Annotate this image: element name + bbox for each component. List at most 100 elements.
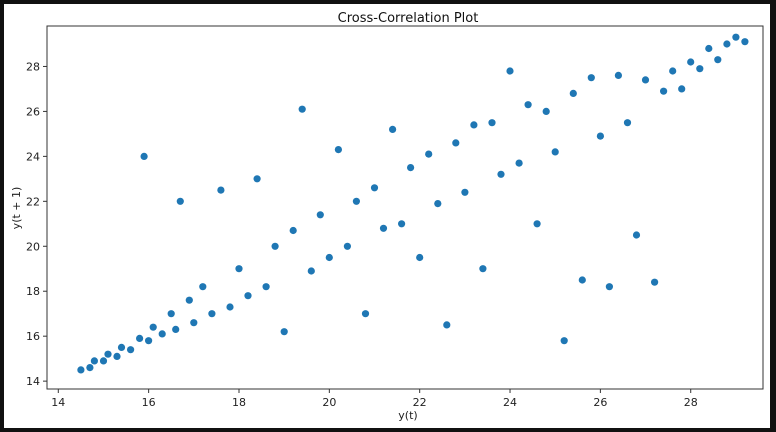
y-axis-ticks: 14 16 18 20 22 24 26 28 bbox=[26, 60, 47, 388]
data-point bbox=[235, 265, 243, 273]
data-point bbox=[185, 296, 193, 304]
x-tick-label: 18 bbox=[232, 396, 246, 409]
x-tick-label: 20 bbox=[322, 396, 336, 409]
data-point bbox=[217, 186, 225, 194]
data-point bbox=[578, 276, 586, 284]
data-point bbox=[145, 337, 153, 345]
data-point bbox=[352, 197, 360, 205]
data-point bbox=[416, 253, 424, 262]
scatter-points bbox=[77, 33, 749, 374]
x-tick-label: 28 bbox=[684, 396, 698, 409]
y-tick-label: 26 bbox=[26, 105, 40, 118]
data-point bbox=[732, 33, 740, 41]
y-tick-label: 18 bbox=[26, 285, 40, 298]
data-point bbox=[687, 58, 695, 66]
data-point bbox=[298, 105, 306, 113]
data-point bbox=[515, 159, 523, 167]
data-point bbox=[560, 337, 568, 345]
data-point bbox=[199, 283, 207, 291]
data-point bbox=[696, 65, 704, 73]
data-point bbox=[316, 211, 324, 219]
data-point bbox=[90, 357, 98, 365]
data-point bbox=[334, 146, 342, 154]
data-point bbox=[253, 175, 261, 183]
data-point bbox=[167, 310, 175, 318]
x-tick-label: 22 bbox=[413, 396, 427, 409]
data-point bbox=[398, 220, 406, 228]
data-point bbox=[262, 283, 270, 291]
data-point bbox=[479, 265, 487, 273]
data-point bbox=[470, 121, 478, 129]
data-point bbox=[623, 119, 632, 127]
data-point bbox=[488, 119, 496, 127]
data-point bbox=[533, 220, 541, 228]
data-point bbox=[723, 40, 731, 48]
data-point bbox=[705, 44, 713, 53]
data-point bbox=[641, 76, 650, 84]
data-point bbox=[113, 352, 121, 360]
data-point bbox=[117, 343, 126, 351]
data-point bbox=[172, 325, 180, 333]
data-point bbox=[389, 125, 397, 133]
data-point bbox=[524, 101, 532, 109]
figure: 14 16 18 20 22 24 26 28 14 16 18 20 22 24 26 28 Cross-… bbox=[4, 4, 770, 428]
data-point bbox=[271, 242, 279, 250]
data-point bbox=[660, 87, 668, 95]
x-axis-label: y(t) bbox=[398, 409, 417, 422]
y-tick-label: 14 bbox=[26, 375, 40, 388]
data-point bbox=[425, 150, 433, 158]
data-point bbox=[289, 226, 297, 235]
data-point bbox=[551, 148, 559, 156]
data-point bbox=[77, 366, 85, 374]
data-point bbox=[497, 170, 505, 178]
y-tick-label: 28 bbox=[26, 60, 40, 73]
data-point bbox=[587, 74, 595, 82]
y-tick-label: 22 bbox=[26, 195, 40, 208]
data-point bbox=[370, 184, 379, 192]
y-axis-label: y(t + 1) bbox=[10, 187, 23, 230]
data-point bbox=[461, 188, 469, 196]
data-point bbox=[127, 346, 135, 354]
y-tick-label: 24 bbox=[26, 150, 40, 163]
data-point bbox=[434, 200, 442, 208]
cross-correlation-chart: 14 16 18 20 22 24 26 28 14 16 18 20 22 24 26 28 Cross-… bbox=[10, 11, 764, 422]
data-point bbox=[443, 321, 451, 329]
x-tick-label: 16 bbox=[142, 396, 156, 409]
data-point bbox=[325, 253, 333, 262]
data-point bbox=[176, 197, 184, 205]
data-point bbox=[569, 89, 577, 97]
data-point bbox=[669, 67, 677, 75]
data-point bbox=[136, 334, 144, 342]
data-point bbox=[99, 357, 108, 365]
data-point bbox=[506, 67, 514, 75]
x-tick-label: 26 bbox=[593, 396, 607, 409]
data-point bbox=[632, 231, 641, 239]
plot-area-frame bbox=[46, 25, 764, 390]
y-tick-label: 20 bbox=[26, 240, 40, 253]
y-tick-label: 16 bbox=[26, 330, 40, 343]
data-point bbox=[741, 38, 749, 46]
data-point bbox=[651, 278, 659, 286]
data-point bbox=[361, 310, 370, 318]
data-point bbox=[307, 267, 315, 275]
data-point bbox=[542, 107, 550, 115]
x-tick-label: 24 bbox=[503, 396, 517, 409]
data-point bbox=[605, 283, 614, 291]
data-point bbox=[149, 323, 157, 331]
data-point bbox=[104, 350, 112, 358]
data-point bbox=[244, 292, 252, 300]
x-axis-ticks: 14 16 18 20 22 24 26 28 bbox=[51, 389, 698, 409]
data-point bbox=[158, 330, 166, 338]
data-point bbox=[452, 139, 460, 147]
chart-title: Cross-Correlation Plot bbox=[338, 11, 479, 26]
data-point bbox=[140, 152, 148, 160]
data-point bbox=[407, 164, 415, 172]
data-point bbox=[714, 56, 722, 64]
data-point bbox=[226, 303, 234, 311]
data-point bbox=[678, 85, 686, 93]
data-point bbox=[190, 319, 198, 327]
data-point bbox=[280, 328, 288, 336]
data-point bbox=[596, 132, 605, 140]
x-tick-label: 14 bbox=[51, 396, 65, 409]
data-point bbox=[379, 224, 388, 232]
